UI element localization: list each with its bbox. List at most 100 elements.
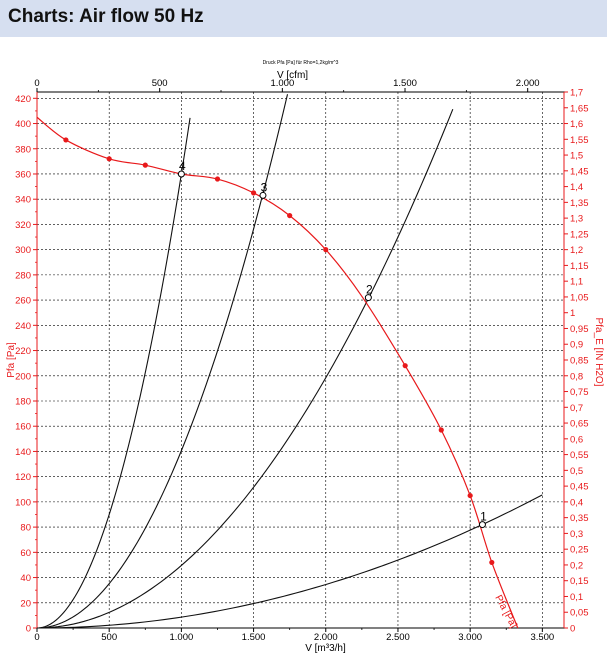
y-left-axis-label: Pfa [Pa]: [6, 342, 17, 378]
y-right-tick-label: 0,7: [570, 403, 583, 414]
y-left-tick-label: 400: [15, 119, 31, 130]
fan-curve-point: [323, 247, 329, 253]
y-left-tick-label: 100: [15, 497, 31, 508]
y-right-tick-label: 0,95: [570, 324, 589, 335]
y-right-tick-label: 1,3: [570, 214, 583, 225]
y-right-tick-label: 1,45: [570, 166, 589, 177]
y-left-tick-label: 200: [15, 371, 31, 382]
y-right-tick-label: 1,05: [570, 292, 589, 303]
y-left-tick-label: 20: [20, 598, 31, 609]
fan-curve-point: [287, 212, 293, 219]
operating-point-label-1: 1: [480, 510, 487, 524]
y-left-tick-label: 360: [15, 169, 31, 180]
fan-curve-point: [438, 427, 444, 433]
y-right-tick-label: 0,2: [570, 560, 583, 571]
y-right-tick-label: 1,15: [570, 261, 589, 272]
y-right-tick-label: 0,1: [570, 592, 583, 603]
y-right-tick-label: 0,8: [570, 371, 583, 382]
operating-point-1: [478, 521, 486, 529]
x-top-tick-label: 2.000: [516, 78, 540, 89]
x-top-tick-label: 1.000: [270, 78, 294, 89]
fan-curve-point: [467, 492, 473, 499]
operating-point-2: [364, 294, 372, 302]
y-left-tick-label: 140: [15, 447, 31, 458]
y-right-axis-label: Pfa_E [IN H2O]: [593, 318, 604, 387]
y-right-tick-label: 1,2: [570, 245, 583, 256]
fan-curve-point: [214, 176, 221, 182]
x-bottom-tick-label: 2.500: [386, 632, 410, 643]
system-curve-1: [36, 494, 543, 629]
y-left-tick-label: 320: [15, 220, 31, 231]
y-left-tick-label: 300: [15, 245, 31, 256]
operating-point-3: [259, 191, 267, 199]
y-left-tick-label: 380: [15, 144, 31, 155]
fan-curve-point: [489, 559, 495, 566]
y-right-tick-label: 1,6: [570, 119, 583, 130]
x-bottom-tick-label: 1.000: [169, 632, 193, 643]
operating-point-4: [177, 170, 185, 178]
x-bottom-tick-label: 1.500: [242, 632, 266, 643]
y-left-tick-label: 280: [15, 270, 31, 281]
y-left-tick-label: 420: [15, 94, 31, 105]
y-left-tick-label: 120: [15, 472, 31, 483]
y-left-tick-label: 60: [20, 548, 31, 559]
y-left-tick-label: 340: [15, 195, 31, 206]
system-curve-4: [36, 117, 191, 629]
y-right-tick-label: 0,55: [570, 450, 589, 461]
x-bottom-tick-label: 3.000: [458, 632, 482, 643]
y-right-tick-label: 1,35: [570, 198, 589, 209]
y-right-tick-label: 0,15: [570, 576, 589, 587]
y-right-tick-label: 1,55: [570, 135, 589, 146]
operating-point-label-2: 2: [366, 283, 373, 297]
x-top-tick-label: 1.500: [393, 78, 417, 89]
y-right-tick-label: 0,85: [570, 356, 589, 367]
x-top-tick-label: 0: [34, 78, 39, 89]
x-bottom-tick-label: 500: [101, 632, 117, 643]
page-title: Charts: Air flow 50 Hz: [8, 6, 204, 27]
y-right-tick-label: 1,1: [570, 277, 583, 288]
x-bottom-tick-label: 3.500: [530, 632, 554, 643]
y-right-tick-label: 0,4: [570, 497, 583, 508]
fan-curve-point: [63, 137, 69, 143]
y-left-tick-label: 220: [15, 346, 31, 357]
fan-curve-point: [142, 162, 148, 168]
fan-curve-line: [36, 116, 519, 629]
x-top-tick-label: 500: [152, 78, 168, 89]
y-left-tick-label: 0: [26, 624, 31, 635]
plot-area: [37, 92, 564, 628]
system-curve-2: [36, 108, 454, 629]
y-right-tick-label: 0: [570, 624, 575, 635]
fan-curve-point: [402, 363, 408, 369]
y-left-tick-label: 180: [15, 396, 31, 407]
y-right-tick-label: 0,3: [570, 529, 583, 540]
x-bottom-tick-label: 0: [34, 632, 39, 643]
y-left-tick-label: 240: [15, 321, 31, 332]
y-left-tick-label: 160: [15, 422, 31, 433]
y-left-tick-label: 80: [20, 523, 31, 534]
y-right-tick-label: 1,5: [570, 151, 583, 162]
y-right-tick-label: 0,65: [570, 419, 589, 430]
system-curve-3: [36, 94, 289, 629]
y-right-tick-label: 0,9: [570, 340, 583, 351]
y-right-tick-label: 1: [570, 308, 575, 319]
y-right-tick-label: 0,45: [570, 482, 589, 493]
y-right-tick-label: 0,75: [570, 387, 589, 398]
y-right-tick-label: 0,35: [570, 513, 589, 524]
y-right-tick-label: 1,65: [570, 103, 589, 114]
y-right-tick-label: 0,6: [570, 434, 583, 445]
y-right-tick-label: 1,25: [570, 229, 589, 240]
x-top-axis-label: V [cfm]: [277, 70, 308, 81]
chart-caption: Druck Pfa [Pa] für Rho=1,2kg/m^3: [263, 60, 339, 66]
y-right-tick-label: 1,7: [570, 88, 583, 99]
y-right-tick-label: 0,25: [570, 545, 589, 556]
y-right-tick-label: 1,4: [570, 182, 583, 193]
y-right-tick-label: 0,5: [570, 466, 583, 477]
operating-point-label-4: 4: [179, 159, 186, 173]
fan-curve-point: [250, 190, 257, 196]
header-bar: Charts: Air flow 50 Hz: [0, 0, 607, 37]
y-left-tick-label: 40: [20, 573, 31, 584]
x-bottom-tick-label: 2.000: [314, 632, 338, 643]
y-left-tick-label: 260: [15, 296, 31, 307]
x-bottom-axis-label: V [m³3/h]: [305, 643, 346, 654]
